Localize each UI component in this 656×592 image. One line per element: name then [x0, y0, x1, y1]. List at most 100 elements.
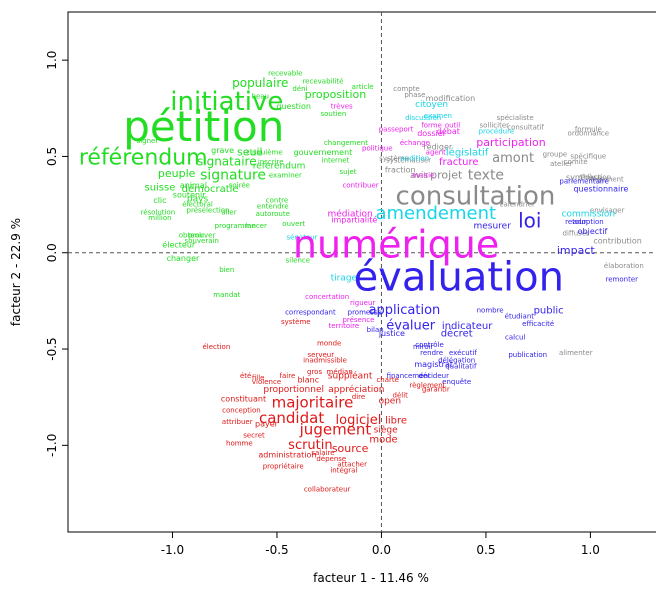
x-tick-label: 0.5: [476, 543, 495, 557]
word-gray: spécifique: [570, 152, 606, 160]
word-red: attacher: [337, 461, 367, 469]
word-magenta: trèves: [331, 102, 353, 110]
word-red: intégral: [330, 466, 357, 474]
word-gray: phase: [404, 91, 425, 99]
word-red: charte: [376, 376, 399, 384]
word-magenta: passeport: [379, 125, 414, 133]
word-gray: groupe: [543, 151, 568, 159]
word-green: changement: [324, 139, 368, 147]
word-green: recevable: [268, 70, 302, 78]
word-blue: calcul: [505, 333, 525, 341]
word-red: mode: [369, 435, 397, 446]
word-green: soutien: [320, 110, 346, 118]
word-red: suppléant: [328, 371, 373, 382]
word-green: aller: [221, 208, 236, 216]
word-green: seuil: [237, 146, 263, 159]
word-gray: rédiger: [424, 141, 453, 151]
word-magenta: médiation: [327, 209, 372, 220]
word-magenta: outil: [445, 122, 460, 130]
word-blue: promesse: [348, 308, 382, 316]
y-tick-label: 1.0: [45, 51, 59, 70]
word-green: internet: [322, 156, 350, 164]
word-red: collaborateur: [304, 486, 351, 494]
word-green: programme: [215, 222, 256, 230]
word-gray: élaboration: [604, 262, 644, 270]
word-red: open: [379, 397, 401, 407]
word-red: propriétaire: [263, 463, 304, 471]
word-blue: qualitatif: [445, 362, 477, 370]
word-red: constituant: [221, 395, 266, 404]
word-red: blanc: [297, 375, 319, 384]
word-gray: fraction: [385, 165, 416, 174]
word-magenta: rigueur: [350, 299, 375, 307]
word-gray: projet: [430, 169, 463, 182]
word-blue: miroir: [413, 343, 434, 351]
word-blue: loi: [518, 208, 541, 232]
word-green: cinquième: [246, 149, 283, 157]
word-gray: texte: [468, 168, 504, 184]
word-green: soirée: [229, 181, 250, 189]
word-blue: impact: [557, 244, 596, 257]
word-red: violence: [252, 378, 281, 386]
word-red: inadmissible: [303, 357, 347, 365]
word-green: clic: [153, 196, 166, 205]
word-red: proportionnel: [263, 385, 324, 395]
word-blue: étudiant: [505, 312, 535, 320]
word-blue: contrôle: [415, 341, 444, 349]
word-gray: consultation: [396, 181, 556, 211]
word-blue: nombre: [477, 307, 504, 315]
word-blue: remonter: [606, 276, 639, 284]
word-cyan: commission: [562, 210, 616, 220]
word-green: silence: [286, 256, 310, 264]
word-green: article: [352, 83, 374, 91]
word-blue: parlementaire: [559, 177, 608, 185]
word-red: dépense: [316, 455, 346, 463]
word-green: démocratie: [182, 183, 239, 195]
word-blue: enquête: [442, 378, 471, 386]
word-red: payer: [255, 420, 279, 429]
word-green: entendre: [257, 203, 289, 211]
word-gray: spécialiste: [497, 114, 534, 122]
word-red: médian: [327, 368, 353, 376]
word-blue: bilan: [367, 326, 384, 334]
word-green: soutenir: [173, 190, 206, 199]
word-blue: évaluation: [354, 255, 564, 301]
word-green: inscrire: [258, 158, 284, 166]
word-red: dire: [352, 393, 365, 401]
word-gray: ordonnance: [568, 129, 610, 137]
word-green: grave: [211, 146, 234, 155]
word-red: salaire: [311, 449, 334, 457]
word-magenta: politique: [362, 145, 393, 153]
word-green: animal: [180, 181, 207, 190]
word-cyan: discussion: [405, 114, 441, 122]
x-tick-label: -1.0: [161, 543, 184, 557]
word-magenta: présence: [342, 316, 374, 324]
word-gray: compte: [393, 85, 419, 93]
word-magenta: dossier: [417, 129, 446, 138]
word-gray: contribution: [593, 237, 641, 246]
reference-lines: [68, 12, 656, 532]
word-red: faire: [280, 372, 296, 380]
word-magenta: numérique: [293, 222, 499, 266]
word-green: résolution: [140, 208, 175, 216]
word-cyan: audition: [401, 154, 430, 162]
word-gray: comité: [564, 158, 588, 166]
word-red: logiciel: [336, 413, 382, 428]
word-green: ouvert: [282, 220, 305, 228]
word-gray: systématiser: [386, 156, 431, 164]
word-blue: retour: [565, 218, 586, 226]
word-magenta: concertation: [305, 293, 349, 301]
word-red: monde: [317, 339, 341, 347]
word-cyan: législatif: [446, 147, 489, 159]
word-blue: financement: [387, 372, 431, 380]
word-red: attribuer: [222, 418, 253, 426]
word-blue: adoption: [573, 218, 604, 226]
plot-frame: [67, 11, 656, 533]
word-green: question: [276, 102, 311, 111]
word-red: administration: [258, 450, 316, 459]
y-tick-label: 0.5: [45, 147, 59, 166]
word-cyan: tirage: [331, 273, 358, 283]
word-green: bien: [219, 266, 234, 274]
